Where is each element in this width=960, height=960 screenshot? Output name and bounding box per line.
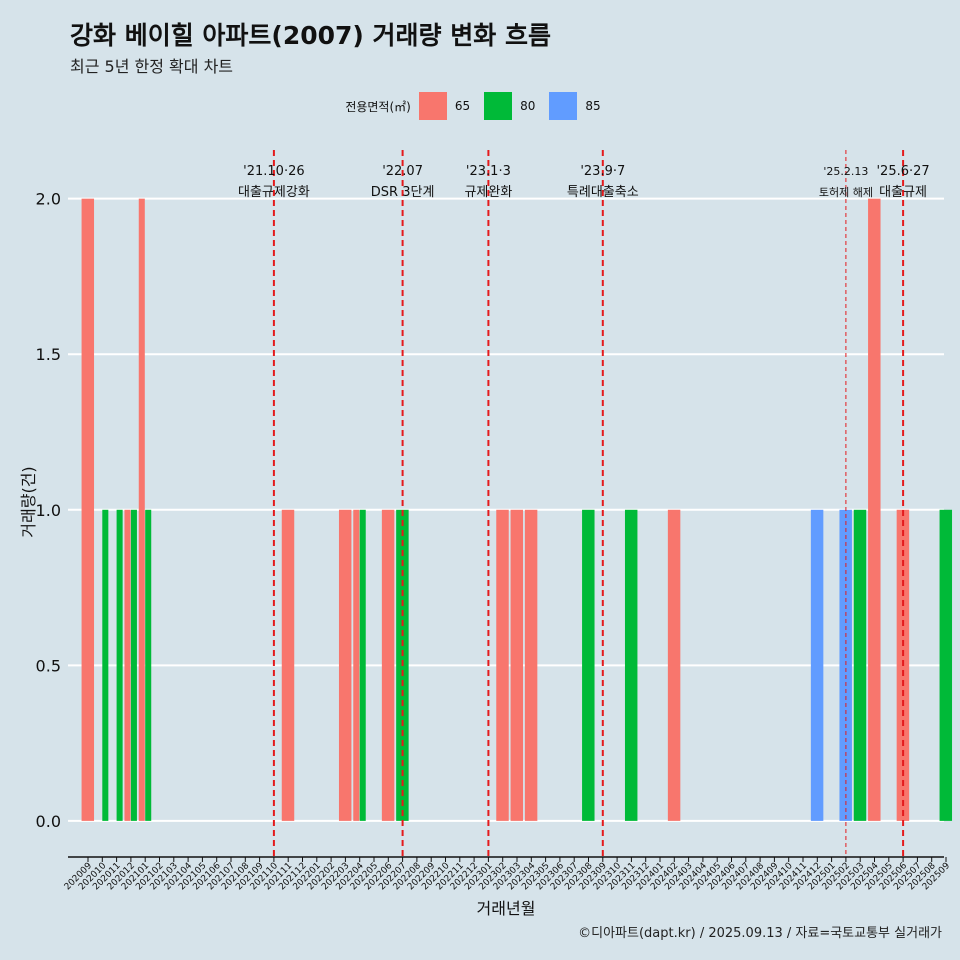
bar-85-202412 xyxy=(810,509,824,821)
y-axis-title: 거래량(건) xyxy=(19,466,38,537)
y-tick-label: 1.0 xyxy=(36,501,61,520)
annotation-date-3: '23.9·7 xyxy=(580,164,625,179)
bar-80-202012 xyxy=(130,509,137,821)
y-tick-label: 1.5 xyxy=(36,345,61,364)
annotation-label-3: 특례대출축소 xyxy=(567,185,639,200)
bar-80-202011 xyxy=(116,509,123,821)
bar-65-202504 xyxy=(868,198,881,821)
legend-item-80: 80 xyxy=(484,92,535,120)
annotation-label-1: DSR 3단계 xyxy=(371,185,435,200)
annotation-label-4: 토허제 해제 xyxy=(819,185,873,199)
x-axis-title: 거래년월 xyxy=(477,899,536,918)
source-caption: ©디아파트(dapt.kr) / 2025.09.13 / 자료=국토교통부 실… xyxy=(578,926,942,941)
bar-65-202302 xyxy=(496,509,509,821)
annotation-date-1: '22.07 xyxy=(382,164,423,179)
bar-80-202204 xyxy=(359,509,366,821)
legend-swatch-65 xyxy=(418,92,447,120)
legend-label-85: 85 xyxy=(585,99,601,113)
bar-65-202111 xyxy=(281,509,295,821)
annotation-label-0: 대출규제강화 xyxy=(238,185,310,200)
y-tick-label: 0.0 xyxy=(36,812,61,831)
legend-title: 전용면적(㎡) xyxy=(345,99,411,114)
legend: 전용면적(㎡) 65 80 85 xyxy=(0,92,960,120)
legend-item-65: 65 xyxy=(418,92,471,120)
bar-65-202101 xyxy=(138,198,145,821)
bar-80-202311 xyxy=(624,509,638,821)
bar-65-202303 xyxy=(510,509,524,821)
annotation-date-5: '25.6·27 xyxy=(876,164,929,179)
bar-65-202206 xyxy=(381,509,395,821)
annotation-label-2: 규제완화 xyxy=(464,185,512,200)
bar-80-202509 xyxy=(939,509,953,821)
bar-80-202101 xyxy=(145,509,152,821)
chart-title: 강화 베이힐 아파트(2007) 거래량 변화 흐름 xyxy=(70,21,551,50)
bar-80-202503 xyxy=(853,509,867,821)
bar-65-202009 xyxy=(81,198,95,821)
bar-65-202304 xyxy=(524,509,538,821)
y-tick-label: 0.5 xyxy=(36,656,61,675)
legend-item-85: 85 xyxy=(549,92,601,120)
bar-65-202402 xyxy=(667,509,681,821)
bar-65-202012 xyxy=(124,509,131,821)
annotation-date-2: '23.1·3 xyxy=(466,164,511,179)
annotation-date-4: '25.2.13 xyxy=(823,165,868,178)
legend-swatch-85 xyxy=(549,92,578,120)
chart-subtitle: 최근 5년 한정 확대 차트 xyxy=(70,57,234,76)
bar-85-202502 xyxy=(839,509,852,821)
y-tick-label: 2.0 xyxy=(36,190,61,209)
legend-swatch-80 xyxy=(484,92,513,120)
legend-label-80: 80 xyxy=(520,99,536,113)
bar-80-202010 xyxy=(102,509,109,821)
bar-65-202203 xyxy=(338,509,352,821)
bar-65-202204 xyxy=(353,509,360,821)
bar-80-202308 xyxy=(582,509,595,821)
annotation-date-0: '21.10·26 xyxy=(243,164,304,179)
annotation-label-5: 대출규제 xyxy=(879,185,927,200)
legend-label-65: 65 xyxy=(454,99,471,113)
